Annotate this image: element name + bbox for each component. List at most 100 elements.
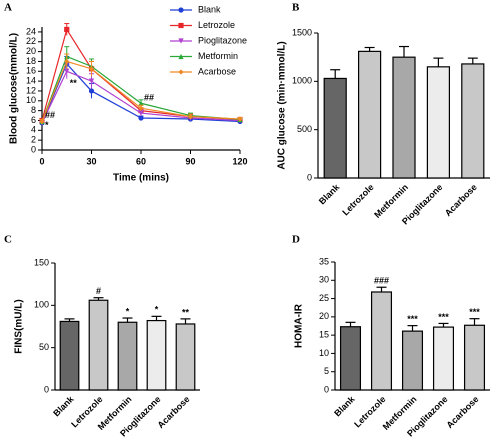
marker	[237, 116, 243, 122]
bar	[463, 324, 486, 391]
marker	[138, 105, 144, 111]
y-tick-label: 5	[324, 366, 329, 376]
x-tick-label: Acarbose	[445, 394, 481, 430]
x-tick-label: 90	[185, 156, 195, 166]
x-tick-label: 120	[232, 156, 247, 166]
y-axis-title: HOMA-IR	[294, 303, 305, 348]
line	[41, 55, 241, 122]
bar	[461, 63, 485, 179]
marker	[178, 7, 184, 13]
significance-label: *	[155, 305, 159, 315]
y-tick-label: 50	[39, 342, 49, 352]
bar	[392, 56, 416, 179]
panel-label: C	[4, 234, 12, 246]
annotation: *	[45, 120, 49, 130]
panel-label: B	[292, 2, 300, 14]
x-axis-title: Time (mins)	[113, 173, 169, 184]
y-tick-label: 18	[26, 56, 36, 66]
bar	[175, 323, 196, 391]
legend-label: Letrozole	[198, 20, 235, 30]
y-tick-label: 14	[26, 75, 36, 85]
x-tick-label: Acarbose	[443, 182, 479, 218]
bar	[339, 326, 362, 391]
bar	[59, 320, 80, 391]
marker	[178, 38, 184, 44]
x-tick-label: 0	[39, 156, 44, 166]
marker	[138, 110, 144, 116]
legend-label: Metformin	[198, 51, 238, 61]
significance-label: *	[126, 306, 130, 316]
marker	[39, 118, 45, 125]
x-tick-label: Blank	[332, 393, 357, 418]
line	[41, 62, 241, 124]
y-axis-title: Blood glucose(mmol/L)	[9, 33, 20, 144]
significance-label: ###	[374, 276, 389, 286]
y-tick-label: 500	[297, 124, 312, 134]
y-tick-label: 25	[319, 293, 329, 303]
significance-label: ***	[469, 307, 480, 317]
bar	[432, 326, 455, 391]
line	[41, 70, 241, 124]
legend-label: Pioglitazone	[198, 35, 247, 45]
y-tick-label: 16	[26, 66, 36, 76]
bar	[401, 330, 424, 391]
y-tick-label: 150	[34, 257, 49, 267]
y-axis-title: FINS(mU/L)	[14, 299, 25, 353]
legend-label: Acarbose	[198, 66, 236, 76]
significance-label: ***	[407, 314, 418, 324]
y-tick-label: 6	[31, 115, 36, 125]
y-tick-label: 0	[324, 384, 329, 394]
marker	[88, 66, 95, 72]
y-tick-label: 1000	[292, 76, 312, 86]
bar	[146, 319, 167, 391]
annotation: ##	[144, 93, 154, 103]
x-tick-label: 30	[86, 156, 96, 166]
y-tick-label: 35	[319, 256, 329, 266]
y-tick-label: 15	[319, 330, 329, 340]
y-tick-label: 1500	[292, 27, 312, 37]
bar	[357, 50, 382, 179]
panel-label: A	[4, 2, 12, 14]
y-tick-label: 8	[31, 105, 36, 115]
y-tick-label: 0	[307, 172, 312, 182]
significance-label: **	[182, 307, 190, 317]
y-tick-label: 10	[319, 348, 329, 358]
y-tick-label: 12	[26, 85, 36, 95]
marker	[64, 68, 70, 74]
y-tick-label: 20	[26, 46, 36, 56]
marker	[64, 58, 70, 65]
significance-label: ***	[438, 312, 449, 322]
legend-label: Blank	[198, 4, 221, 14]
y-tick-label: 10	[26, 95, 36, 105]
annotation: **	[70, 78, 78, 88]
marker	[138, 115, 144, 121]
y-tick-label: 20	[319, 311, 329, 321]
y-tick-label: 30	[319, 275, 329, 285]
bar	[88, 299, 109, 391]
bar	[117, 321, 138, 391]
bar	[323, 77, 347, 179]
marker	[178, 22, 184, 29]
significance-label: #	[96, 286, 101, 296]
panel-label: D	[292, 234, 300, 246]
y-tick-label: 0	[44, 384, 49, 394]
y-tick-label: 2	[31, 135, 36, 145]
marker	[88, 78, 95, 84]
marker	[178, 53, 184, 60]
bar	[370, 291, 393, 391]
y-tick-label: 22	[26, 36, 36, 46]
x-tick-label: Letrozole	[340, 182, 375, 217]
annotation: ##	[45, 110, 55, 120]
bar	[426, 66, 451, 179]
marker	[88, 88, 95, 94]
x-tick-label: Blank	[317, 181, 342, 206]
marker	[178, 69, 184, 75]
marker	[138, 100, 144, 106]
x-tick-label: Blank	[51, 393, 76, 418]
y-axis-title: AUC glucose (min·mmol/L)	[277, 41, 288, 169]
y-tick-label: 4	[31, 125, 36, 135]
y-tick-label: 100	[34, 300, 49, 310]
x-tick-label: 60	[136, 156, 146, 166]
